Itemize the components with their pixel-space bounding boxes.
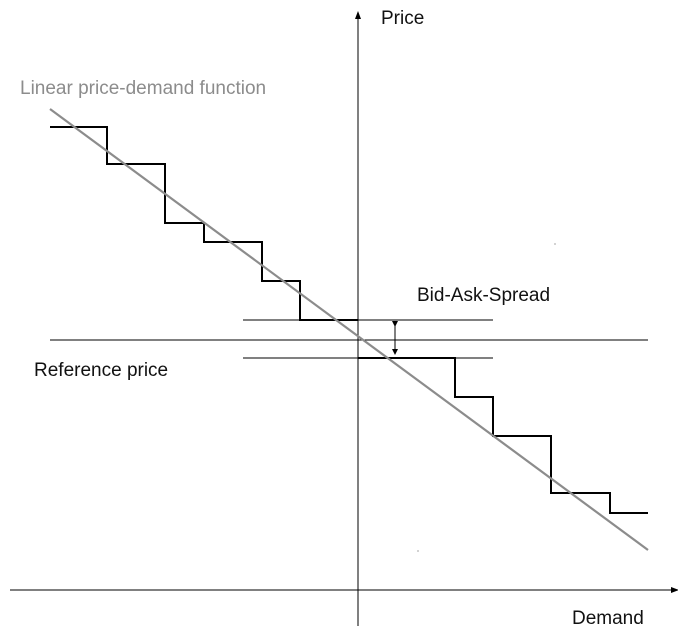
- spread-label: Bid-Ask-Spread: [417, 285, 551, 306]
- step-function-upper: [50, 126, 358, 321]
- stray-dot: [417, 550, 419, 552]
- step-function-lower: [358, 357, 648, 514]
- y-axis-label: Price: [381, 8, 425, 29]
- linear-price-demand-line: [49, 108, 649, 551]
- x-axis-label: Demand: [572, 608, 644, 629]
- stray-dot: [554, 243, 556, 245]
- reference-price-label: Reference price: [34, 360, 169, 381]
- linear-function-label: Linear price-demand function: [20, 78, 267, 99]
